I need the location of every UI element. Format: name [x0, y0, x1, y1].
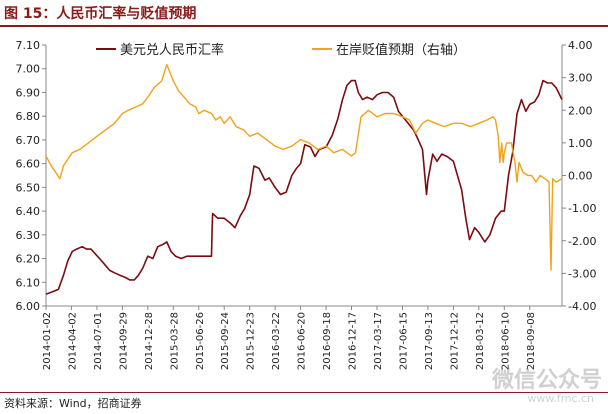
left-tick-label: 6.30	[16, 229, 41, 242]
x-tick-label: 2016-03-22	[271, 312, 282, 370]
left-tick-label: 6.10	[16, 276, 41, 289]
left-tick-label: 6.20	[16, 253, 41, 266]
right-tick-label: 0.00	[568, 170, 593, 183]
watermark: 微信公众号	[491, 367, 602, 393]
x-tick-label: 2015-12-23	[246, 312, 257, 370]
title-rule	[0, 25, 608, 27]
left-tick-label: 6.50	[16, 181, 41, 194]
depreciation-series-line	[45, 63, 563, 271]
right-tick-label: 3.00	[568, 72, 593, 85]
right-tick-label: 1.00	[568, 137, 593, 150]
left-tick-label: 6.60	[16, 158, 41, 171]
x-tick-label: 2014-09-29	[118, 312, 129, 370]
x-tick-label: 2014-07-01	[93, 312, 104, 370]
legend-label-depreciation: 在岸贬值预期（右轴）	[336, 42, 466, 58]
x-tick-label: 2016-06-20	[297, 312, 308, 370]
x-tick-label: 2018-09-08	[526, 312, 537, 370]
right-tick-label: -1.00	[568, 202, 596, 215]
x-tick-label: 2014-12-28	[144, 312, 155, 370]
x-tick-label: 2018-06-10	[500, 312, 511, 370]
left-tick-label: 7.00	[16, 63, 41, 76]
right-tick-label: -4.00	[568, 300, 596, 313]
left-axis: 6.00 6.10 6.20 6.30 6.40 6.50 6.60 6.70 6.80 6.90…	[16, 39, 47, 313]
x-tick-label: 2017-03-17	[373, 312, 384, 370]
left-tick-label: 6.40	[16, 205, 41, 218]
x-tick-label: 2015-09-24	[220, 312, 231, 370]
x-tick-label: 2017-06-15	[398, 312, 409, 370]
x-axis: 2014-01-02 2014-04-02 2014-07-01 2014-09-29…	[42, 305, 562, 370]
right-tick-label: 4.00	[568, 39, 593, 52]
legend-label-usdcny: 美元兑人民币汇率	[120, 42, 224, 58]
x-tick-label: 2016-12-17	[348, 312, 359, 370]
left-tick-label: 6.70	[16, 134, 41, 147]
usdcny-series-line	[45, 79, 563, 295]
x-tick-label: 2017-12-12	[449, 312, 460, 370]
x-tick-label: 2016-09-18	[322, 312, 333, 370]
x-tick-label: 2017-09-13	[424, 312, 435, 370]
watermark-url: www.fmc.cn	[527, 392, 594, 405]
left-tick-label: 6.90	[16, 86, 41, 99]
right-axis: -4.00 -3.00 -2.00 -1.00 0.00 1.00 2.00 3.00 4.00	[561, 39, 596, 313]
right-tick-label: 2.00	[568, 104, 593, 117]
x-tick-label: 2018-03-12	[475, 312, 486, 370]
chart: 6.00 6.10 6.20 6.30 6.40 6.50 6.60 6.70 6.80 6.90…	[16, 39, 597, 370]
left-tick-label: 6.80	[16, 110, 41, 123]
x-tick-label: 2015-03-28	[169, 312, 180, 370]
x-tick-label: 2014-01-02	[42, 312, 53, 370]
footer-rule	[0, 392, 608, 393]
figure-title: 图 15：人民币汇率与贬值预期	[4, 6, 197, 22]
left-tick-label: 7.10	[16, 39, 41, 52]
right-tick-label: -3.00	[568, 267, 596, 280]
legend: 美元兑人民币汇率 在岸贬值预期（右轴）	[96, 42, 466, 58]
source-note: 资料来源：Wind，招商证券	[4, 397, 142, 410]
left-tick-label: 6.00	[16, 300, 41, 313]
series-lines	[45, 63, 563, 295]
right-tick-label: -2.00	[568, 235, 596, 248]
x-tick-label: 2015-06-26	[195, 312, 206, 370]
x-tick-label: 2014-04-02	[67, 312, 78, 370]
